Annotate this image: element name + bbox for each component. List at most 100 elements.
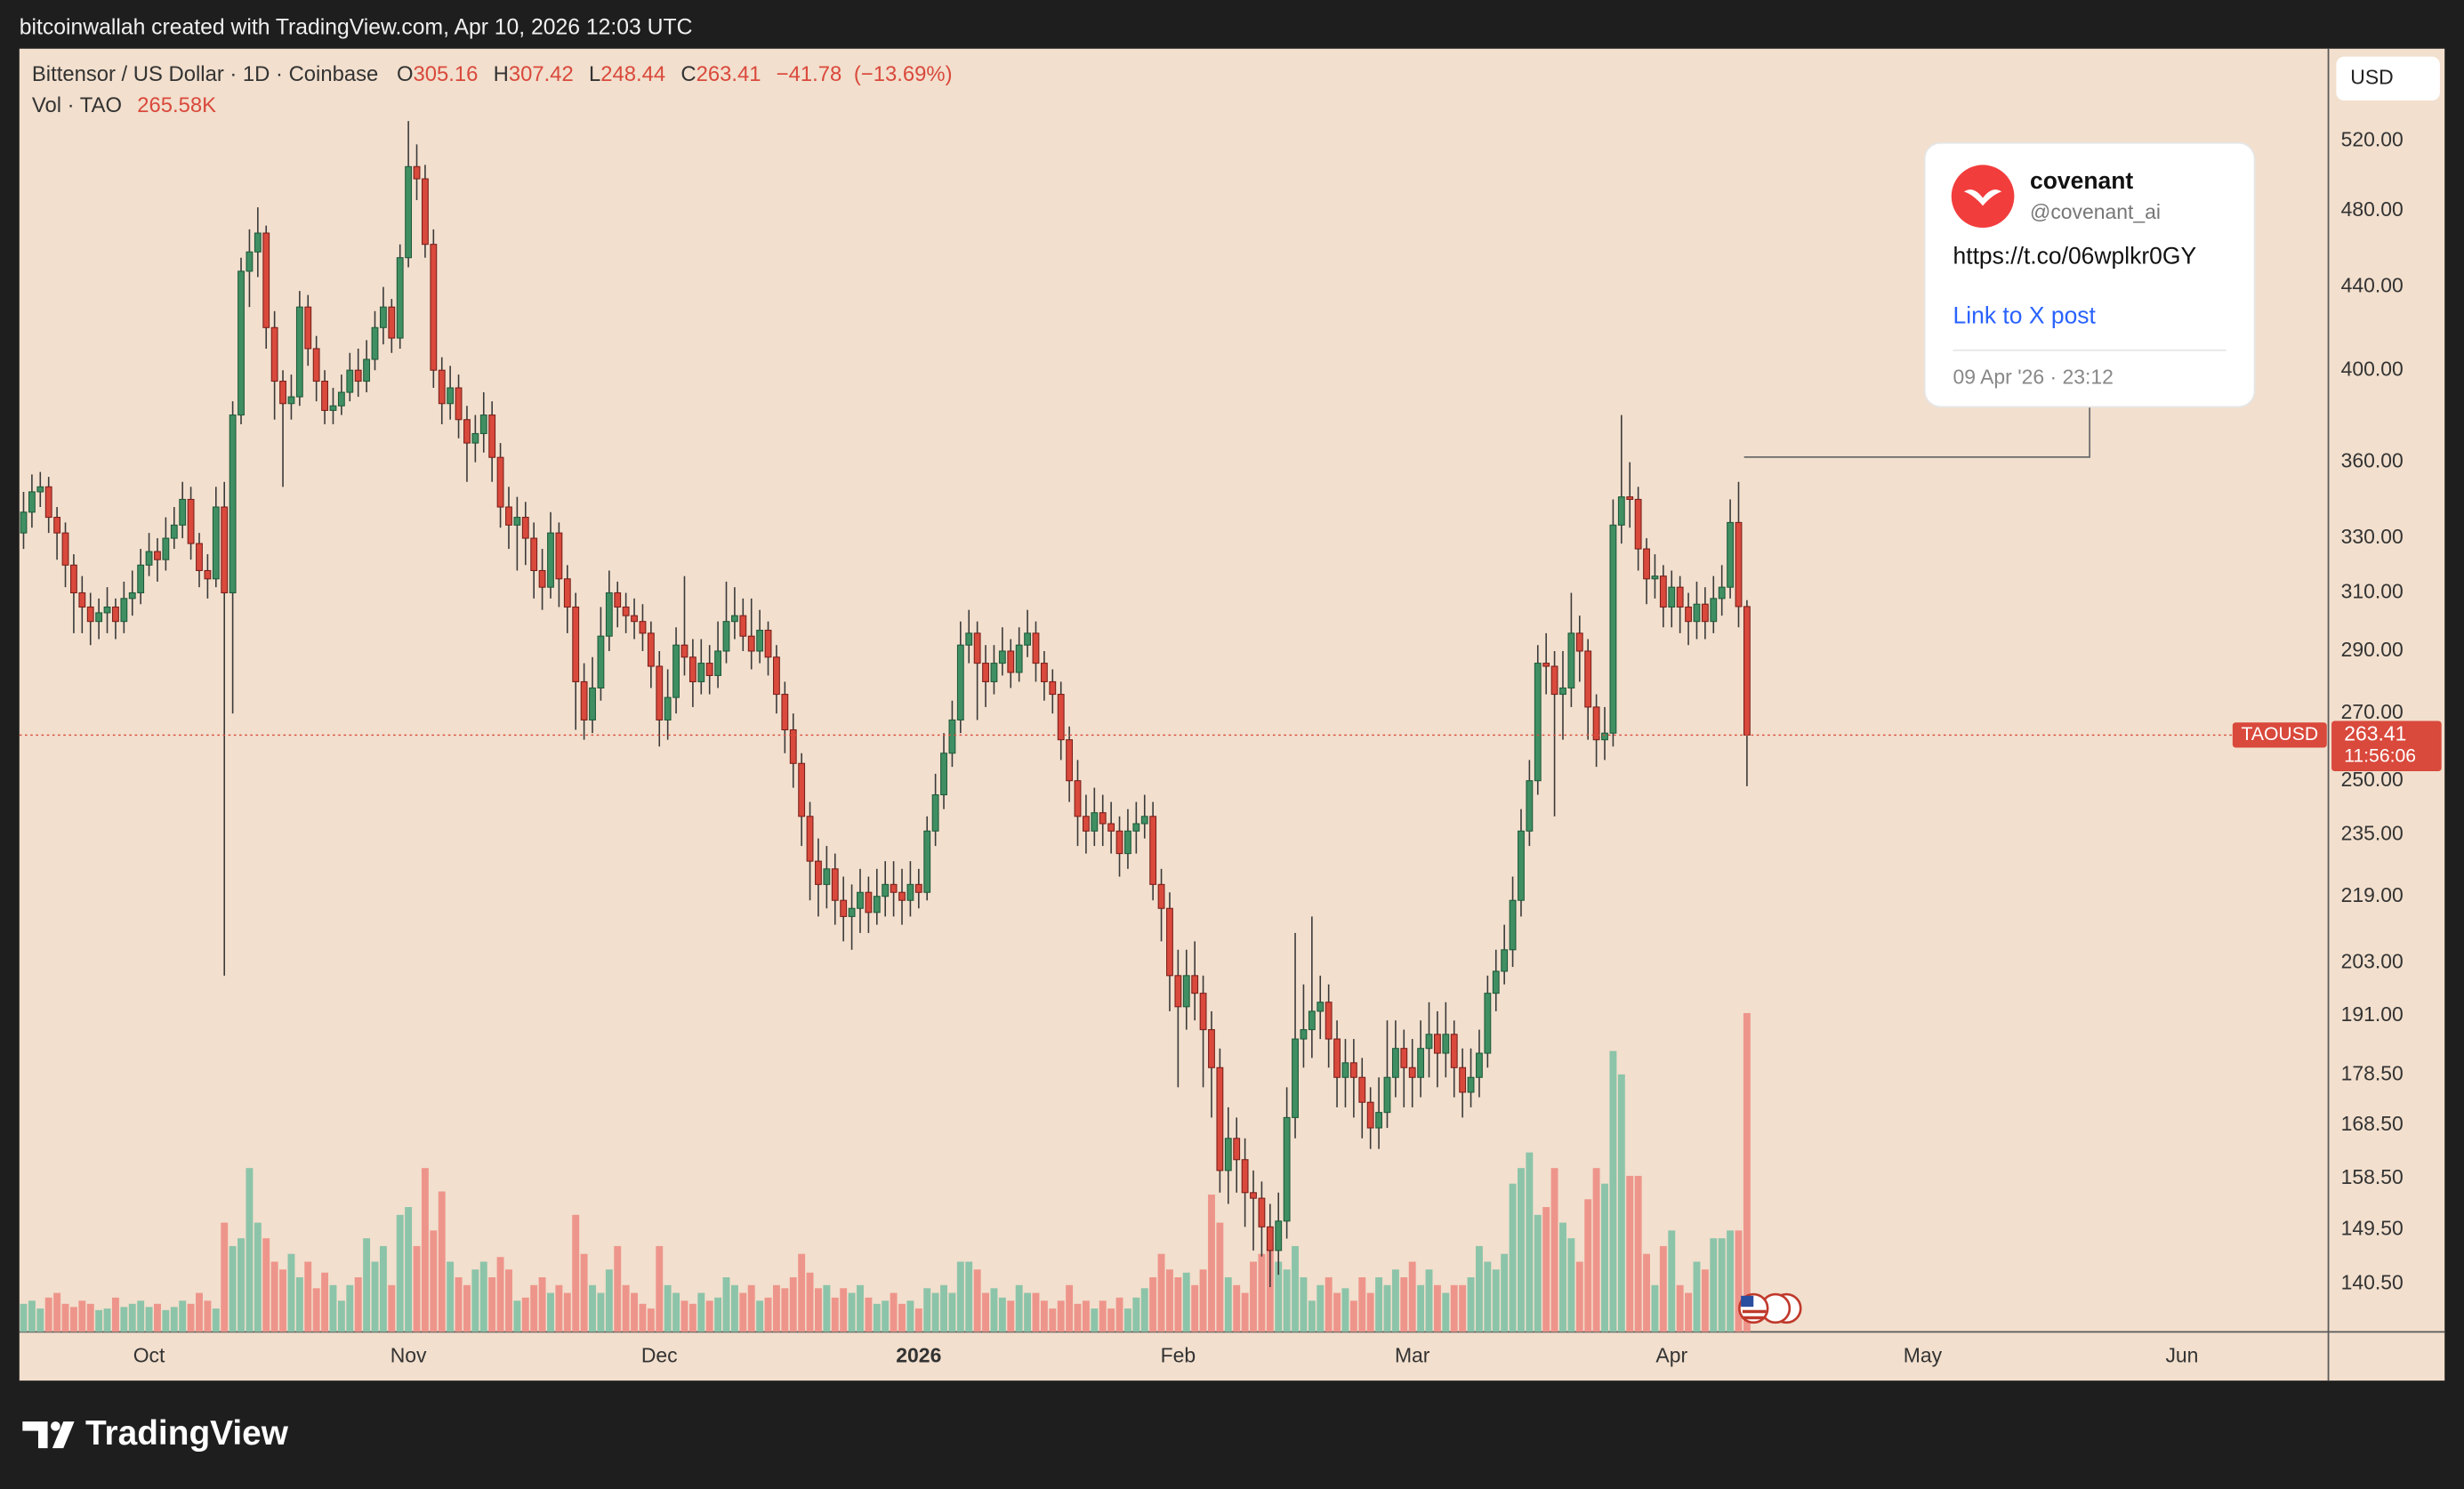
candle-body: [1066, 739, 1074, 782]
volume-bar: [321, 1272, 329, 1332]
candle-body: [1015, 644, 1023, 673]
volume-legend: Vol · TAO 265.58K: [32, 93, 216, 117]
volume-bar: [697, 1292, 705, 1332]
volume-bar: [1542, 1207, 1550, 1332]
volume-bar: [1333, 1292, 1341, 1332]
candle-body: [1685, 606, 1692, 623]
candle-body: [521, 517, 529, 539]
candle-body: [865, 891, 873, 914]
volume-bar: [1283, 1269, 1291, 1332]
candle-body: [346, 369, 354, 393]
volume-bar: [455, 1277, 463, 1332]
candle-body: [471, 432, 479, 444]
candle-body: [61, 532, 69, 566]
volume-bar: [505, 1269, 512, 1332]
volume-bar: [1241, 1292, 1249, 1332]
candle-body: [162, 537, 170, 560]
candle-body: [656, 665, 664, 720]
candle-body: [1450, 1034, 1458, 1068]
volume-bar: [1007, 1300, 1015, 1332]
volume-bar: [815, 1288, 822, 1332]
volume-bar: [1325, 1277, 1333, 1332]
volume-bar: [354, 1277, 362, 1332]
volume-bar: [1149, 1277, 1157, 1332]
volume-bar: [1643, 1253, 1650, 1332]
avatar: [1951, 165, 2015, 229]
candle-body: [212, 506, 220, 580]
volume-bar: [145, 1307, 153, 1332]
footer-logo: TradingView: [22, 1414, 289, 1453]
volume-bar: [447, 1261, 455, 1332]
volume-bar: [1425, 1269, 1433, 1332]
candle-body: [998, 650, 1006, 664]
candle-body: [270, 326, 278, 382]
candle-body: [914, 883, 922, 893]
candle-body: [622, 606, 630, 616]
candle-body: [756, 630, 764, 652]
candle-body: [1693, 603, 1701, 623]
volume-bar: [1492, 1269, 1500, 1332]
currency-button-bg[interactable]: [2336, 56, 2440, 101]
candle-body: [78, 592, 86, 608]
candle-body: [798, 762, 806, 817]
candle-body: [973, 632, 981, 664]
volume-bar: [1383, 1284, 1391, 1332]
volume-bar: [1484, 1261, 1492, 1332]
candle-body: [1082, 816, 1090, 832]
candle-body: [1091, 812, 1099, 832]
volume-bar: [137, 1300, 145, 1332]
candle-body: [982, 663, 989, 682]
candle-body: [154, 551, 161, 560]
volume-bar: [521, 1297, 529, 1332]
candle-body: [1634, 498, 1642, 550]
volume-bar: [898, 1303, 906, 1332]
post-link[interactable]: Link to X post: [1953, 302, 2097, 329]
candle-body: [1099, 812, 1107, 825]
ohlc-key: H: [494, 62, 509, 86]
candle-body: [580, 680, 588, 720]
currency-label[interactable]: USD: [2350, 65, 2393, 88]
volume-bar: [1534, 1214, 1542, 1332]
volume-bar: [1224, 1277, 1232, 1332]
low-value: 248.44: [600, 62, 665, 86]
candle-body: [1484, 993, 1492, 1054]
volume-title: Vol · TAO: [32, 93, 122, 117]
volume-bar: [1015, 1284, 1023, 1332]
candle-body: [1349, 1062, 1357, 1078]
candle-body: [1417, 1048, 1425, 1078]
volume-bar: [664, 1284, 672, 1332]
volume-bar: [948, 1292, 956, 1332]
candle-body: [1375, 1112, 1383, 1129]
candle-body: [940, 753, 947, 796]
candle-body: [53, 517, 61, 534]
candle-body: [990, 663, 998, 682]
candle-body: [1208, 1029, 1215, 1068]
candle-body: [1341, 1062, 1349, 1078]
candle-body: [36, 486, 44, 493]
candle-body: [1492, 970, 1500, 994]
candle-body: [1266, 1226, 1274, 1252]
volume-value: 265.58K: [137, 93, 216, 117]
candle-body: [337, 391, 345, 406]
volume-bar: [1091, 1308, 1099, 1332]
volume-bar: [714, 1297, 722, 1332]
volume-bar: [973, 1269, 981, 1332]
candle-body: [1391, 1048, 1399, 1078]
candle-body: [672, 644, 680, 698]
candle-body: [1040, 663, 1048, 682]
volume-bar: [1275, 1261, 1283, 1332]
currency-button[interactable]: USD: [2336, 56, 2440, 101]
volume-bar: [1123, 1308, 1131, 1332]
volume-bar: [1668, 1230, 1676, 1332]
candle-body: [112, 606, 119, 623]
candle-body: [354, 369, 362, 382]
high-value: 307.42: [509, 62, 574, 86]
volume-bar: [1659, 1245, 1667, 1332]
volume-bar: [438, 1191, 446, 1332]
volume-bar: [914, 1308, 922, 1332]
volume-bar: [639, 1303, 647, 1332]
candle-body: [20, 511, 28, 534]
volume-bar: [1140, 1288, 1148, 1332]
candle-body: [1366, 1101, 1374, 1129]
logo-mark: [52, 1421, 75, 1449]
